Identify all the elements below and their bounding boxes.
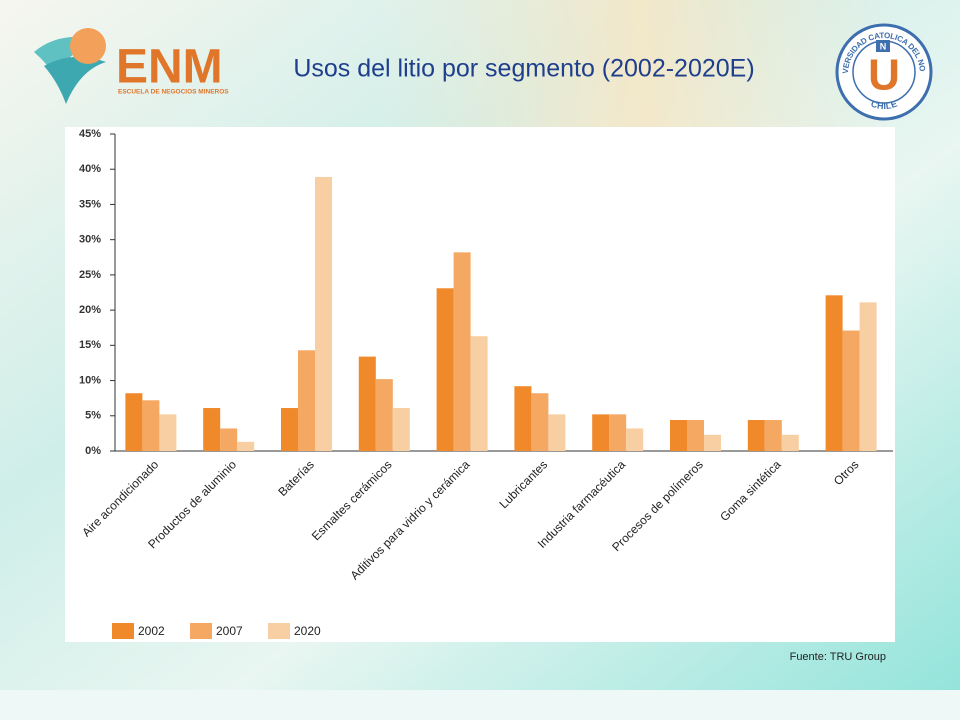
y-tick-label: 0% [85, 445, 101, 457]
bar [203, 408, 221, 451]
logo-sun [70, 28, 106, 64]
logo-subtitle: ESCUELA DE NEGOCIOS MINEROS [118, 89, 229, 96]
bar [531, 393, 549, 451]
y-tick-label: 5% [85, 410, 101, 422]
bar [626, 428, 644, 451]
bar [704, 434, 721, 451]
logo-badge [876, 40, 890, 52]
bar [281, 408, 298, 451]
bar [220, 428, 238, 451]
legend-label: 2020 [294, 624, 321, 638]
bar [142, 400, 160, 451]
y-tick-label: 10% [79, 374, 101, 386]
bar [687, 420, 704, 451]
y-tick-label: 35% [79, 198, 101, 210]
bar [548, 414, 566, 451]
logo-letter: N [880, 41, 887, 51]
bar [609, 414, 627, 451]
bar [125, 393, 143, 451]
bar [237, 441, 255, 451]
y-tick-label: 20% [79, 304, 101, 316]
legend-swatch [112, 623, 134, 639]
bar [453, 252, 471, 451]
legend-swatch [268, 623, 290, 639]
bar [358, 356, 376, 451]
bar [298, 350, 315, 451]
logo-name: ENM [116, 41, 223, 94]
bar [392, 408, 410, 451]
bar [436, 288, 454, 451]
y-tick-label: 45% [79, 128, 101, 140]
bar [670, 420, 687, 451]
y-tick-label: 15% [79, 339, 101, 351]
bar [592, 414, 610, 451]
y-tick-label: 25% [79, 269, 101, 281]
y-tick-label: 40% [79, 163, 101, 175]
legend-swatch [190, 623, 212, 639]
logo-left: ENM ESCUELA DE NEGOCIOS MINEROS [34, 28, 229, 104]
legend-label: 2002 [138, 624, 165, 638]
logo-initial: U [868, 51, 900, 100]
bar [315, 176, 332, 451]
bar [842, 330, 860, 451]
source-note: Fuente: TRU Group [790, 651, 886, 663]
bar [514, 386, 532, 451]
footer-band [0, 690, 960, 720]
y-tick-label: 30% [79, 234, 101, 246]
bar [470, 336, 488, 451]
bar [825, 295, 843, 451]
bar [764, 420, 782, 451]
bar [375, 379, 393, 451]
logo-swirl [44, 56, 106, 104]
bar [159, 414, 177, 451]
bar [747, 420, 765, 451]
legend-label: 2007 [216, 624, 243, 638]
bar [859, 302, 877, 451]
chart-title: Usos del litio por segmento (2002-2020E) [293, 55, 754, 83]
background-glow [380, 0, 900, 130]
bar [781, 434, 799, 451]
